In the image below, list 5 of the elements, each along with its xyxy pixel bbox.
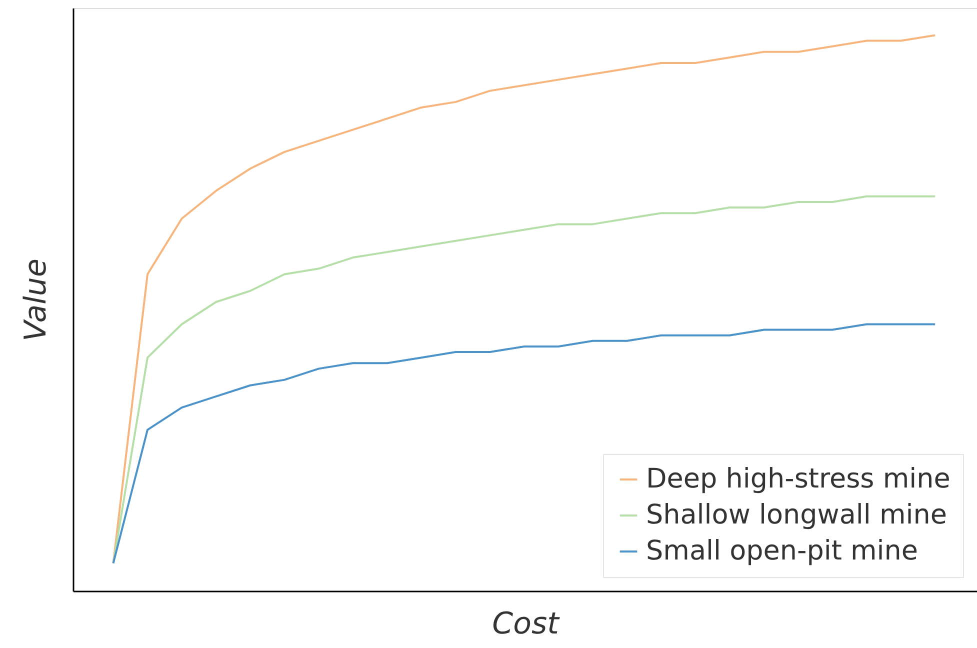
x-axis-title: Cost — [492, 606, 560, 642]
legend-label: Shallow longwall mine — [646, 500, 947, 530]
legend-label: Small open-pit mine — [646, 536, 918, 566]
legend-label: Deep high-stress mine — [646, 464, 950, 494]
y-axis-title: Value — [18, 258, 54, 342]
